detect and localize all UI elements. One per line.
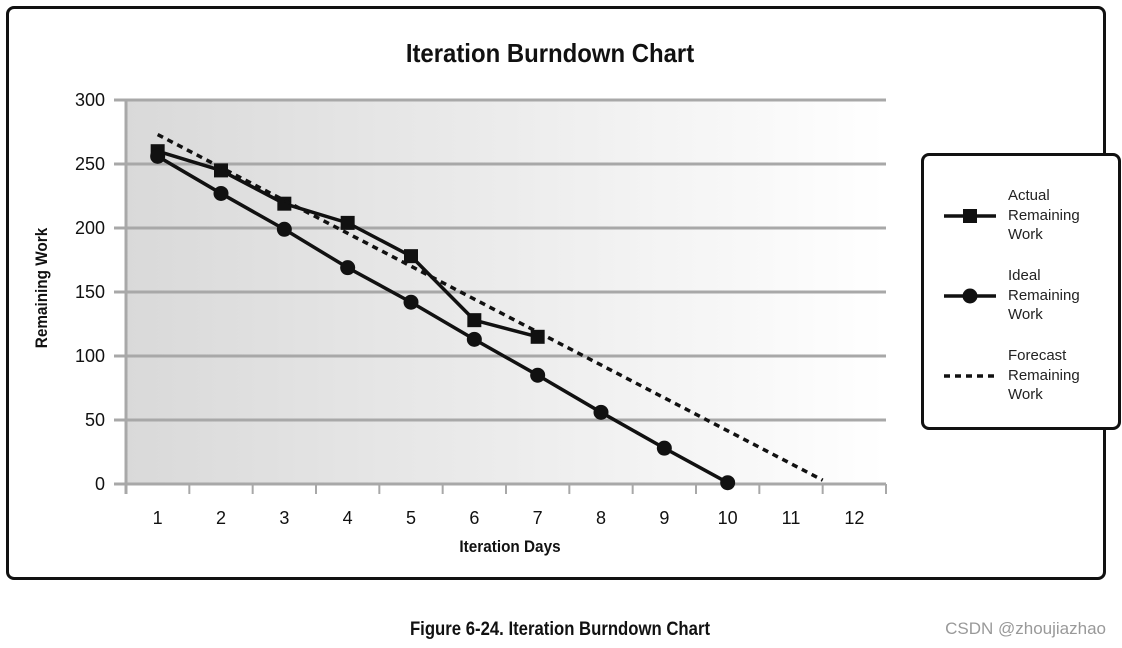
chart-title: Iteration Burndown Chart: [405, 38, 695, 68]
x-tick-label-9: 9: [659, 508, 669, 528]
square-point-5: [404, 249, 418, 264]
legend-label-forecast: Forecast Remaining Work: [1008, 347, 1080, 403]
x-tick-label-4: 4: [343, 508, 353, 528]
circle-point-2: [213, 185, 229, 201]
square-point-7: [530, 329, 545, 344]
circle-point-8: [593, 404, 609, 420]
x-tick-label-1: 1: [153, 508, 163, 528]
square-point-4: [340, 215, 355, 230]
x-axis-label: Iteration Days: [459, 537, 561, 556]
circle-point-7: [530, 367, 546, 383]
x-tick-label-2: 2: [216, 508, 226, 528]
x-tick-label-3: 3: [279, 508, 289, 528]
circle-point-9: [656, 440, 672, 456]
series-layer: [150, 133, 824, 491]
square-marker-icon: [944, 209, 996, 223]
x-tick-label-10: 10: [718, 508, 738, 528]
circle-point-10: [720, 475, 736, 491]
series-line-1: [156, 154, 729, 485]
legend-item-actual: Actual Remaining Work: [924, 186, 1122, 256]
legend-label-actual: Actual Remaining Work: [1008, 187, 1080, 243]
circle-point-1: [150, 148, 166, 164]
square-point-3: [277, 196, 292, 211]
series-line-2: [156, 133, 824, 482]
circle-point-5: [403, 294, 419, 310]
x-tick-label-12: 12: [844, 508, 864, 528]
x-tick-label-5: 5: [406, 508, 416, 528]
y-tick-label-0: 0: [95, 474, 105, 494]
y-tick-label-50: 50: [85, 410, 105, 430]
dashed-line-icon: [944, 374, 996, 378]
y-tick-label-250: 250: [75, 154, 105, 174]
legend-label-ideal: Ideal Remaining Work: [1008, 267, 1080, 323]
figure-caption: Figure 6-24. Iteration Burndown Chart: [409, 619, 711, 640]
y-tick-label-100: 100: [75, 346, 105, 366]
square-point-6: [467, 313, 482, 328]
legend: Actual Remaining Work Ideal Remaining Wo…: [921, 153, 1121, 430]
legend-item-ideal: Ideal Remaining Work: [924, 266, 1122, 336]
gridlines: [114, 98, 886, 422]
x-tick-label-8: 8: [596, 508, 606, 528]
y-axis-label: Remaining Work: [32, 227, 51, 349]
y-tick-label-300: 300: [75, 90, 105, 110]
circle-point-6: [466, 331, 482, 347]
circle-point-4: [340, 260, 356, 276]
watermark: CSDN @zhoujiazhao: [945, 619, 1106, 638]
x-tick-label-7: 7: [533, 508, 543, 528]
y-tick-label-150: 150: [75, 282, 105, 302]
circle-marker-icon: [944, 288, 996, 304]
circle-point-3: [276, 221, 292, 237]
axes: [114, 100, 886, 494]
x-tick-label-11: 11: [782, 508, 801, 528]
y-tick-label-200: 200: [75, 218, 105, 238]
x-tick-label-6: 6: [469, 508, 479, 528]
legend-item-forecast: Forecast Remaining Work: [924, 346, 1122, 416]
